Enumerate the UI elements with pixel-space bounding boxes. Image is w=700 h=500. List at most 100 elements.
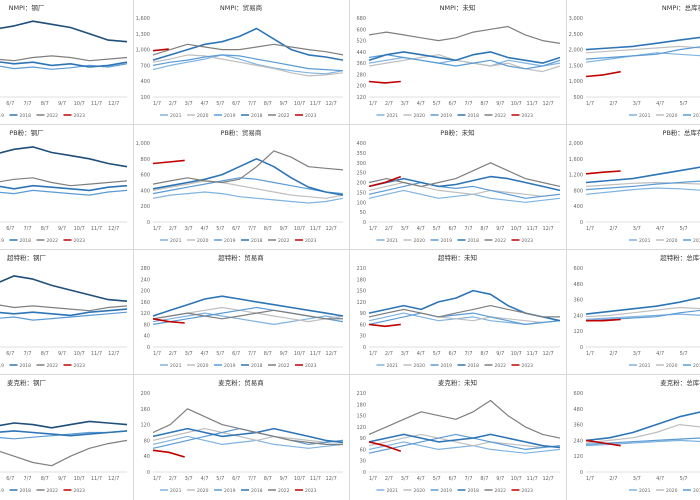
legend-label: 2022	[495, 363, 507, 369]
y-tick-label: 300	[356, 161, 366, 167]
x-tick-label: 7/7	[248, 351, 256, 357]
x-tick-label: 8/7	[41, 476, 49, 482]
legend-label: 2018	[20, 238, 32, 244]
y-tick-label: 180	[356, 277, 366, 283]
x-tick-label: 1/7	[153, 226, 161, 232]
series-line	[152, 318, 185, 324]
series-line	[585, 411, 700, 442]
legend-label: 2018	[251, 488, 263, 494]
series-line	[0, 61, 128, 68]
legend-label: 2018	[468, 363, 480, 369]
y-tick-label: 210	[356, 266, 366, 272]
legend-label: 2019	[224, 113, 236, 119]
x-tick-label: 4/7	[417, 351, 425, 357]
x-tick-label: 4/7	[417, 226, 425, 232]
chart-title: NMPI：钢厂	[9, 4, 45, 12]
y-tick-label: 30	[360, 459, 366, 465]
y-tick-label: 100	[140, 95, 150, 101]
y-tick-label: 120	[140, 311, 150, 317]
series-line	[152, 309, 343, 320]
series-line	[152, 158, 344, 196]
series-line	[152, 427, 344, 444]
x-tick-label: 7/7	[464, 476, 472, 482]
series-line	[585, 170, 621, 175]
x-tick-label: 10/7	[294, 101, 305, 107]
legend-label: 2023	[522, 488, 534, 494]
y-tick-label: 480	[573, 407, 583, 413]
series-line	[585, 180, 700, 191]
chart-title: 麦克粉：钢厂	[7, 378, 47, 387]
x-tick-label: 9/7	[280, 476, 288, 482]
y-tick-label: 30	[360, 334, 366, 340]
x-tick-label: 12/7	[542, 101, 553, 107]
series-line	[0, 275, 128, 302]
series-line	[368, 181, 561, 197]
x-tick-label: 6/7	[449, 101, 457, 107]
x-tick-label: 1/7	[586, 351, 594, 357]
y-tick-label: 2,500	[569, 32, 583, 38]
legend-label: 2023	[74, 488, 86, 494]
y-tick-label: 600	[140, 173, 150, 179]
series-line	[152, 449, 185, 458]
series-line	[585, 45, 700, 54]
y-tick-label: 680	[356, 16, 366, 22]
series-line	[368, 323, 401, 328]
x-tick-label: 2/7	[169, 476, 177, 482]
x-tick-label: 8/7	[264, 476, 272, 482]
series-line	[152, 43, 344, 56]
x-tick-label: 5/7	[680, 476, 688, 482]
legend: 2019 2018 2022 2023	[0, 488, 85, 494]
y-tick-label: 0	[363, 220, 366, 226]
x-tick-label: 12/7	[326, 226, 337, 232]
legend-label: 2019	[693, 113, 700, 119]
legend-label: 2023	[74, 363, 86, 369]
chart-panel: 麦克粉：未知 0 30 60 90 120 150 180 210 1/7 2/7 3/7 4/7 5/7…	[356, 378, 561, 494]
x-tick-label: 4/7	[200, 351, 208, 357]
legend-label: 2021	[170, 363, 182, 369]
x-tick-label: 3/7	[633, 351, 641, 357]
legend-label: 2019	[441, 113, 453, 119]
x-tick-label: 6/7	[6, 476, 14, 482]
legend-label: 2020	[197, 488, 209, 494]
x-tick-label: 1/7	[369, 476, 377, 482]
y-tick-label: 1,000	[569, 79, 583, 85]
y-tick-label: 400	[356, 141, 366, 147]
y-tick-label: 90	[360, 311, 366, 317]
legend-label: 2021	[387, 238, 399, 244]
x-tick-label: 11/7	[527, 351, 538, 357]
x-tick-label: 10/7	[74, 476, 85, 482]
chart-panel: 麦克粉：总库存01202403604806001/72/73/74/75/76/…	[573, 378, 700, 494]
series-line	[368, 54, 561, 70]
y-tick-label: 160	[140, 407, 150, 413]
x-tick-label: 3/7	[185, 351, 193, 357]
legend: 2021 2020 2019 2018 2022 2023	[160, 363, 317, 369]
y-tick-label: 1,600	[569, 157, 583, 163]
series-line	[585, 70, 621, 78]
x-tick-label: 2/7	[609, 101, 617, 107]
x-tick-label: 10/7	[74, 351, 85, 357]
y-tick-label: 120	[573, 329, 583, 335]
x-tick-label: 9/7	[280, 351, 288, 357]
x-tick-label: 12/7	[108, 101, 119, 107]
legend-label: 2020	[197, 363, 209, 369]
x-tick-label: 5/7	[433, 476, 441, 482]
series-line	[152, 54, 344, 72]
legend-label: 2020	[197, 238, 209, 244]
x-tick-label: 4/7	[656, 226, 664, 232]
legend-label: 2022	[278, 363, 290, 369]
x-tick-label: 1/7	[369, 351, 377, 357]
x-tick-label: 2/7	[609, 351, 617, 357]
chart-title: PB粉：总库存	[663, 128, 700, 137]
legend-label: 2020	[414, 113, 426, 119]
legend-label: 2021	[170, 488, 182, 494]
series-line	[368, 181, 561, 199]
series-line	[585, 306, 700, 318]
legend: 2021 2020 2019 2018 2022 2023	[376, 363, 533, 369]
series-line	[585, 166, 700, 184]
series-line	[0, 63, 128, 70]
y-tick-label: 280	[140, 266, 150, 272]
y-tick-label: 150	[356, 289, 366, 295]
x-tick-label: 12/7	[108, 351, 119, 357]
x-tick-label: 4/7	[200, 226, 208, 232]
